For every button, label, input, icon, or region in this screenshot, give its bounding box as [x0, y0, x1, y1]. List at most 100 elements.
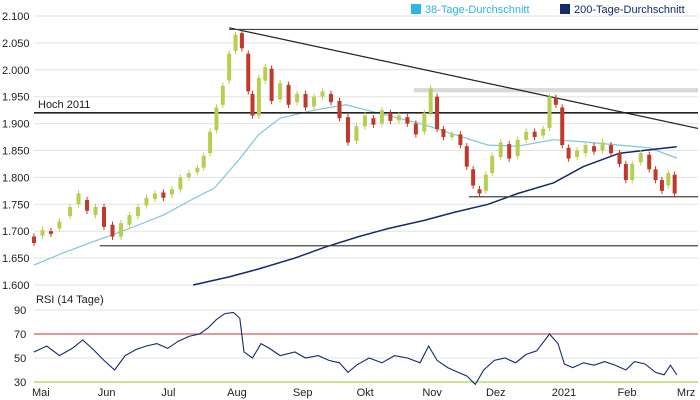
candle-body: [413, 123, 418, 135]
x-tick-label: Nov: [422, 387, 442, 399]
candle-body: [647, 154, 652, 170]
candle-body: [246, 53, 251, 92]
candle-body: [93, 206, 98, 216]
price-y-tick-label: 2.000: [2, 65, 30, 77]
x-tick-label: Aug: [227, 387, 247, 399]
candle-body: [144, 197, 149, 206]
legend-swatch-ma200: [560, 4, 570, 14]
x-tick-label: Dez: [486, 387, 506, 399]
candle-body: [422, 112, 427, 132]
price-y-tick-label: 1.950: [2, 92, 30, 104]
rsi-line: [33, 311, 678, 386]
price-y-tick-label: 2.100: [2, 11, 30, 23]
candle-body: [312, 96, 317, 107]
candle-body: [32, 236, 36, 244]
candle-body: [609, 145, 614, 154]
candle-body: [76, 193, 81, 205]
candle-body: [362, 115, 367, 127]
candle-body: [435, 96, 440, 129]
x-tick-label: Mai: [32, 387, 50, 399]
candle-body: [388, 112, 393, 121]
candle-body: [195, 167, 200, 173]
candle-body: [405, 117, 410, 124]
candle-body: [379, 110, 384, 124]
x-tick-label: 2021: [552, 387, 576, 399]
price-y-tick-label: 1.800: [2, 172, 30, 184]
candle-body: [161, 192, 166, 198]
candle-body: [515, 139, 520, 156]
price-y-axis: 2.100 2.050 2.000 1.950 1.900 1.850 1.800 1.750…: [2, 11, 30, 292]
candle-body: [507, 144, 512, 159]
candle-body: [118, 223, 123, 237]
rsi-reference-lines: [34, 333, 698, 383]
candle-body: [490, 155, 495, 174]
candle-body: [617, 153, 622, 164]
price-y-tick-label: 1.650: [2, 253, 30, 265]
candle-body: [286, 84, 291, 105]
candle-body: [483, 174, 488, 191]
candle-body: [371, 118, 376, 125]
rsi-y-tick-label: 90: [14, 305, 26, 317]
price-y-tick-label: 1.700: [2, 226, 30, 238]
candle-body: [220, 85, 225, 105]
candle-body: [250, 94, 255, 116]
candle-body: [630, 163, 635, 181]
candle-body: [566, 147, 571, 159]
candle-body: [471, 169, 476, 186]
x-axis: Mai Jun Jul Aug Sep Okt Nov Dez 2021 Feb Mrz: [32, 387, 695, 399]
rsi-y-tick-label: 50: [14, 353, 26, 365]
candle-body: [127, 215, 132, 225]
price-y-tick-label: 1.850: [2, 146, 30, 158]
candle-body: [320, 91, 325, 97]
candle-body: [638, 153, 643, 163]
rsi-y-axis: 90 70 50 30: [14, 305, 26, 389]
candle-body: [354, 126, 359, 141]
price-y-tick-label: 2.050: [2, 38, 30, 50]
candle-body: [553, 97, 558, 105]
legend: 38-Tage-Durchschnitt 200-Tage-Durchschni…: [411, 4, 685, 16]
rsi-y-tick-label: 30: [14, 377, 26, 389]
candle-body: [269, 68, 274, 102]
candle-body: [102, 206, 107, 227]
candle-body: [263, 67, 268, 81]
candle-body: [178, 177, 183, 190]
candle-body: [659, 180, 664, 191]
candle-body: [592, 146, 597, 152]
candle-body: [233, 34, 238, 51]
rsi-line-path: [33, 311, 678, 386]
candle-body: [303, 94, 308, 108]
candle-body: [68, 206, 73, 217]
candle-body: [532, 131, 537, 138]
candle-body: [328, 94, 333, 103]
candle-body: [40, 230, 45, 236]
candle-body: [337, 101, 342, 119]
candle-body: [345, 117, 350, 143]
candle-body: [524, 131, 529, 140]
resistance-zone: [413, 88, 698, 93]
candle-body: [583, 145, 588, 154]
candle-body: [135, 206, 140, 217]
legend-swatch-ma38: [411, 4, 421, 14]
price-y-tick-label: 1.900: [2, 119, 30, 131]
candle-body: [85, 199, 90, 211]
resistance-zone-band: [413, 88, 698, 93]
candle-body: [458, 134, 463, 146]
candle-body: [396, 115, 401, 121]
ma200-line: [192, 145, 677, 286]
candle-body: [441, 128, 446, 138]
legend-label-ma38: 38-Tage-Durchschnitt: [425, 4, 530, 16]
candle-body: [208, 131, 213, 154]
price-y-tick-label: 1.750: [2, 199, 30, 211]
rsi-gridlines: [34, 309, 698, 383]
candle-body: [169, 189, 174, 195]
candle-body: [239, 33, 244, 49]
support-resistance-lines: [34, 27, 699, 247]
hoch-2011-label: Hoch 2011: [38, 99, 90, 111]
price-gridlines: [34, 15, 698, 286]
candle-body: [186, 173, 191, 178]
candle-body: [256, 77, 261, 116]
candle-body: [575, 150, 580, 157]
candle-body: [547, 96, 552, 128]
x-tick-label: Jul: [161, 387, 175, 399]
